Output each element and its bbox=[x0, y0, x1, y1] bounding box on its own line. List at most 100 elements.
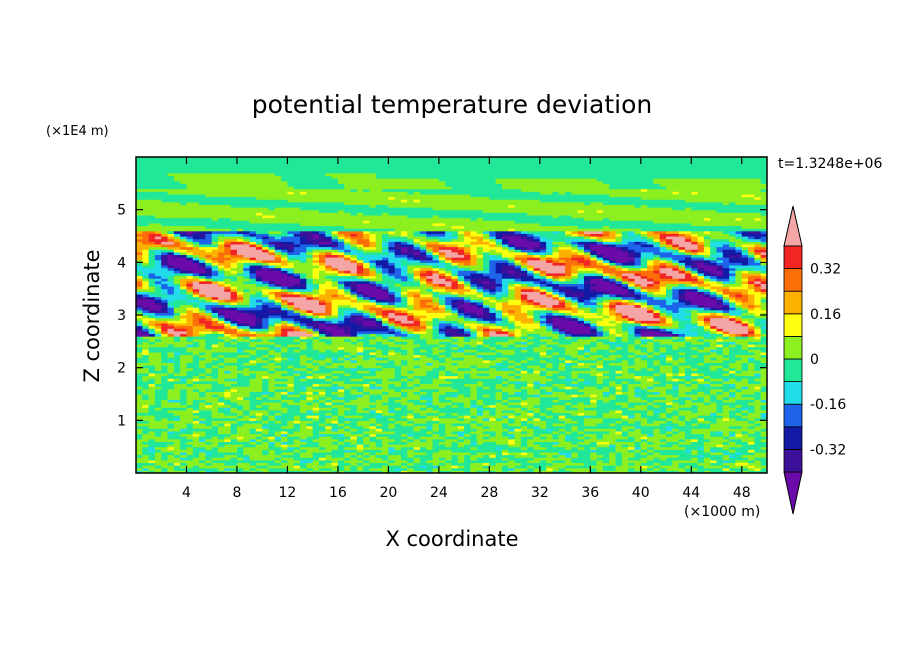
field-cell bbox=[287, 409, 295, 414]
field-cell bbox=[142, 328, 150, 332]
field-cell bbox=[218, 178, 225, 182]
field-cell bbox=[173, 236, 181, 240]
field-cell bbox=[287, 320, 295, 324]
field-cell bbox=[274, 328, 282, 332]
field-cell bbox=[161, 180, 169, 184]
field-cell bbox=[167, 446, 175, 450]
field-cell bbox=[243, 438, 251, 442]
field-cell bbox=[331, 209, 339, 213]
field-cell bbox=[281, 246, 289, 250]
field-cell bbox=[230, 220, 238, 224]
field-cell bbox=[218, 312, 225, 316]
field-cell bbox=[375, 333, 383, 337]
field-cell bbox=[218, 351, 225, 356]
field-cell bbox=[173, 459, 181, 464]
field-cell bbox=[363, 301, 371, 306]
field-cell bbox=[180, 436, 188, 440]
field-cell bbox=[224, 283, 232, 287]
field-cell bbox=[318, 454, 326, 458]
field-cell bbox=[142, 204, 150, 208]
field-cell bbox=[356, 391, 364, 395]
field-cell bbox=[331, 365, 339, 369]
field-cell bbox=[154, 220, 162, 224]
field-cell bbox=[337, 315, 345, 319]
field-cell bbox=[205, 362, 213, 366]
field-cell bbox=[148, 407, 156, 411]
field-cell bbox=[274, 209, 282, 213]
field-cell bbox=[369, 236, 377, 240]
field-cell bbox=[167, 459, 175, 464]
field-cell bbox=[180, 220, 188, 224]
field-cell bbox=[363, 407, 371, 411]
field-cell bbox=[186, 217, 194, 221]
field-cell bbox=[173, 304, 181, 308]
field-cell bbox=[356, 428, 364, 432]
field-cell bbox=[218, 338, 225, 342]
field-cell bbox=[218, 462, 225, 466]
field-cell bbox=[154, 167, 162, 171]
field-cell bbox=[293, 330, 301, 335]
field-cell bbox=[312, 404, 320, 408]
field-cell bbox=[173, 291, 181, 295]
field-cell bbox=[199, 322, 207, 327]
field-cell bbox=[344, 278, 352, 282]
field-cell bbox=[192, 309, 200, 313]
field-cell bbox=[375, 301, 383, 306]
field-cell bbox=[243, 322, 251, 327]
field-cell bbox=[180, 333, 188, 337]
field-cell bbox=[224, 236, 232, 240]
field-cell bbox=[218, 383, 225, 387]
field-cell bbox=[268, 201, 276, 205]
field-cell bbox=[337, 241, 345, 245]
field-cell bbox=[249, 175, 257, 179]
field-cell bbox=[394, 391, 402, 395]
field-cell bbox=[369, 275, 377, 279]
field-cell bbox=[356, 322, 364, 327]
field-cell bbox=[325, 333, 333, 337]
field-cell bbox=[318, 396, 326, 400]
field-cell bbox=[300, 391, 307, 395]
field-cell bbox=[274, 301, 282, 306]
field-cell bbox=[356, 388, 364, 392]
field-cell bbox=[375, 217, 383, 221]
field-cell bbox=[167, 317, 175, 321]
field-cell bbox=[287, 451, 295, 456]
field-cell bbox=[224, 343, 232, 348]
field-cell bbox=[382, 430, 389, 435]
field-cell bbox=[268, 349, 276, 353]
field-cell bbox=[142, 309, 150, 313]
field-cell bbox=[173, 380, 181, 385]
field-cell bbox=[173, 204, 181, 208]
field-cell bbox=[154, 191, 162, 195]
field-cell bbox=[180, 278, 188, 282]
field-cell bbox=[180, 359, 188, 363]
field-cell bbox=[136, 162, 143, 166]
field-cell bbox=[186, 162, 194, 166]
field-cell bbox=[186, 420, 194, 424]
field-cell bbox=[312, 354, 320, 358]
field-cell bbox=[136, 330, 143, 335]
field-cell bbox=[173, 296, 181, 300]
field-cell bbox=[224, 433, 232, 437]
field-cell bbox=[161, 304, 169, 308]
field-cell bbox=[306, 375, 314, 379]
field-cell bbox=[154, 451, 162, 456]
field-cell bbox=[180, 380, 188, 385]
field-cell bbox=[363, 391, 371, 395]
field-cell bbox=[186, 415, 194, 419]
field-cell bbox=[382, 209, 389, 213]
field-cell bbox=[218, 436, 225, 440]
field-cell bbox=[388, 428, 396, 432]
field-cell bbox=[350, 425, 358, 429]
field-cell bbox=[369, 412, 377, 416]
field-cell bbox=[236, 454, 244, 458]
field-cell bbox=[236, 193, 244, 198]
field-cell bbox=[211, 159, 219, 163]
field-cell bbox=[388, 172, 396, 177]
field-cell bbox=[186, 272, 194, 277]
field-cell bbox=[136, 191, 143, 195]
field-cell bbox=[142, 175, 150, 179]
field-cell bbox=[325, 441, 333, 445]
field-cell bbox=[148, 249, 156, 253]
field-cell bbox=[211, 214, 219, 219]
